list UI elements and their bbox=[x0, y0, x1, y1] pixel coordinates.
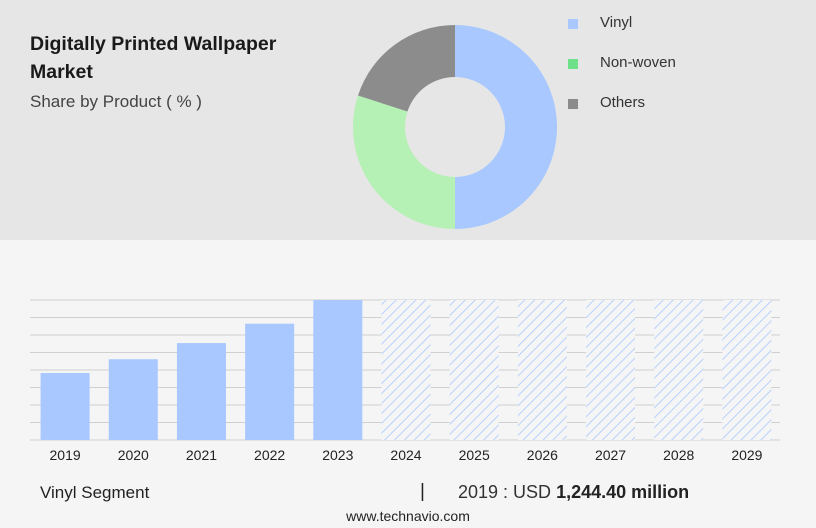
legend-swatch-others bbox=[568, 99, 578, 109]
legend-label-others: Others bbox=[600, 94, 646, 111]
bar-2022 bbox=[245, 323, 295, 440]
donut-chart bbox=[353, 25, 557, 229]
x-tick-2020: 2020 bbox=[118, 447, 149, 463]
segment-value-amount: 1,244.40 million bbox=[556, 482, 690, 502]
x-tick-2027: 2027 bbox=[595, 447, 626, 463]
forecast-bar-2027 bbox=[586, 300, 636, 440]
x-tick-2029: 2029 bbox=[731, 447, 762, 463]
x-tick-2021: 2021 bbox=[186, 447, 217, 463]
donut-slice-non-woven bbox=[353, 95, 455, 229]
x-tick-2022: 2022 bbox=[254, 447, 285, 463]
forecast-bar-2024 bbox=[381, 300, 431, 440]
bar-2023 bbox=[313, 300, 363, 440]
donut-slice-others bbox=[357, 25, 455, 112]
bar-2021 bbox=[176, 343, 226, 440]
legend-swatch-non-woven bbox=[568, 59, 578, 69]
segment-value-prefix: 2019 : USD bbox=[458, 482, 552, 502]
legend-label-non-woven: Non-woven bbox=[600, 54, 676, 71]
segment-label: Vinyl Segment bbox=[40, 483, 150, 502]
bar-2019 bbox=[40, 372, 90, 440]
x-tick-2023: 2023 bbox=[322, 447, 353, 463]
x-tick-2024: 2024 bbox=[390, 447, 421, 463]
segment-value: 2019 : USD 1,244.40 million bbox=[458, 482, 689, 503]
x-tick-2026: 2026 bbox=[527, 447, 558, 463]
x-tick-2025: 2025 bbox=[459, 447, 490, 463]
forecast-bar-2029 bbox=[722, 300, 772, 440]
x-tick-2019: 2019 bbox=[50, 447, 81, 463]
bar-2020 bbox=[108, 359, 158, 440]
forecast-bar-2028 bbox=[654, 300, 704, 440]
forecast-bar-2026 bbox=[517, 300, 567, 440]
chart-title: Digitally Printed Wallpaper Market bbox=[30, 33, 277, 83]
legend-label-vinyl: Vinyl bbox=[600, 14, 633, 31]
footer-divider: | bbox=[420, 481, 425, 502]
bar-chart: 2019 2020 2021 2022 2023 2024 2025 2026 2027 2028… bbox=[30, 299, 780, 463]
forecast-bar-2025 bbox=[449, 300, 499, 440]
legend-swatch-vinyl bbox=[568, 19, 578, 29]
source-url: www.technavio.com bbox=[346, 508, 470, 524]
x-tick-2028: 2028 bbox=[663, 447, 694, 463]
chart-subtitle: Share by Product ( % ) bbox=[30, 92, 202, 111]
donut-slice-vinyl bbox=[455, 25, 557, 229]
